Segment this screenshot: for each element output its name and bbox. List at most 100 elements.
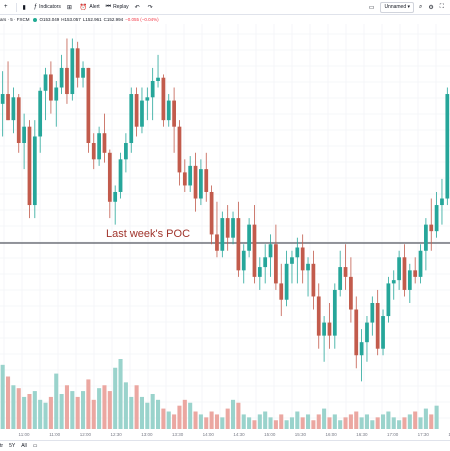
candle-body: [268, 244, 273, 258]
volume-bar: [54, 373, 59, 429]
time-axis-label: 13:00: [141, 432, 153, 437]
poc-annotation[interactable]: Last week's POC: [106, 228, 191, 240]
candle-body: [118, 159, 123, 192]
volume-bar: [284, 420, 289, 429]
layout-name: Unnamed: [384, 3, 407, 10]
candle-body: [413, 270, 418, 277]
range-all-button[interactable]: All: [21, 443, 27, 449]
volume-bar: [86, 379, 91, 429]
volume-bar: [402, 417, 407, 429]
fullscreen-icon[interactable]: ⛶: [439, 3, 444, 10]
alert-button[interactable]: ⏰ Alert: [80, 4, 100, 11]
templates-button[interactable]: ⊞: [67, 4, 74, 11]
candle-body: [322, 322, 326, 336]
time-axis-label: 11:00: [49, 432, 60, 437]
volume-bar: [370, 420, 375, 429]
volume-bar: [145, 402, 150, 429]
candle-body: [370, 302, 375, 323]
indicators-label: Indicators: [39, 4, 61, 10]
time-axis-label: 18:00: [448, 432, 450, 437]
layout-name-button[interactable]: Unnamed ▾: [380, 1, 415, 13]
candle-body: [402, 257, 407, 290]
candle-body: [220, 218, 225, 251]
candle-body: [236, 218, 241, 271]
range-5y-button[interactable]: 5Y: [9, 443, 16, 449]
replay-button[interactable]: ⏮ Replay: [106, 4, 129, 11]
search-icon[interactable]: ⌕: [419, 3, 423, 10]
volume-bar: [123, 382, 128, 429]
candle-body: [134, 94, 139, 127]
candle-body: [11, 97, 16, 121]
volume-bar: [204, 417, 209, 429]
open-value: O153.049: [39, 17, 60, 22]
candle-body: [279, 283, 284, 300]
volume-bar: [27, 394, 32, 429]
candle-body: [215, 234, 219, 251]
symbol-label[interactable]: ars · 5 · FXCM: [0, 17, 30, 22]
candle-body: [6, 94, 10, 121]
volume-bar: [118, 359, 123, 429]
candle-body: [209, 191, 214, 235]
volume-bar: [306, 414, 311, 429]
settings-icon[interactable]: ⚙: [428, 4, 434, 11]
volume-bar: [407, 414, 412, 429]
price-chart[interactable]: 11:00 11:00 12:00 12:30 13:00 13:30 14:00 14:30…: [0, 24, 450, 440]
candle-body: [429, 224, 434, 232]
volume-bar: [247, 417, 252, 429]
volume-bar: [397, 420, 402, 429]
volume-bar: [279, 414, 284, 429]
indicators-icon: ƒ: [33, 4, 38, 10]
compare-button[interactable]: +: [4, 4, 10, 10]
redo-button[interactable]: ↷: [148, 4, 155, 11]
candle-body: [188, 165, 193, 186]
candle-body: [54, 87, 59, 101]
volume-bar: [107, 391, 112, 429]
candle-body: [97, 133, 101, 160]
candle-body: [70, 48, 75, 95]
chart-type-button[interactable]: ▮: [23, 4, 28, 11]
candle-body: [445, 94, 450, 199]
candle-body: [0, 94, 5, 104]
volume-bar: [252, 420, 257, 429]
candle-body: [75, 48, 80, 78]
toolbar-right: ▭ Unnamed ▾ ⌕ ⚙ ⛶: [369, 0, 446, 14]
volume-bar: [273, 420, 278, 429]
time-axis-label: 16:00: [326, 432, 338, 437]
volume-bar: [236, 402, 241, 429]
candle-body: [349, 276, 353, 310]
candle-body: [316, 296, 321, 336]
layout-icon[interactable]: ▭: [368, 4, 375, 11]
candle-body: [284, 263, 289, 300]
replay-icon: ⏮: [105, 3, 112, 10]
candle-body: [129, 94, 134, 144]
time-axis-label: 14:30: [233, 432, 245, 437]
undo-button[interactable]: ↶: [135, 4, 142, 11]
volume-bar: [220, 417, 225, 429]
candle-body: [365, 322, 369, 343]
candle-body: [440, 198, 444, 206]
volume-bar: [257, 414, 262, 429]
time-axis-label: 12:30: [111, 432, 123, 437]
volume-bar: [381, 414, 386, 429]
volume-bar: [38, 399, 43, 429]
candle-body: [407, 270, 412, 290]
volume-bar: [332, 414, 337, 429]
volume-bar: [434, 405, 439, 429]
candle-body: [354, 309, 359, 356]
candle-body: [102, 133, 107, 153]
volume-bar: [354, 411, 359, 429]
volume-bar: [209, 411, 214, 429]
volume-bar: [268, 417, 273, 429]
volume-bar: [359, 417, 364, 429]
candle-body: [91, 143, 96, 160]
time-axis-label: 11:00: [19, 432, 30, 437]
candle-body: [145, 97, 150, 101]
volume-bar: [231, 399, 236, 429]
volume-bar: [418, 417, 423, 429]
ohlc-legend: ars · 5 · FXCM O153.049 H153.057 L152.96…: [0, 15, 159, 24]
date-range-icon[interactable]: ▭: [32, 443, 38, 449]
indicators-button[interactable]: ƒ Indicators: [34, 4, 61, 10]
volume-bar: [214, 414, 219, 429]
volume-bar: [166, 411, 171, 429]
candle-body: [161, 77, 166, 121]
